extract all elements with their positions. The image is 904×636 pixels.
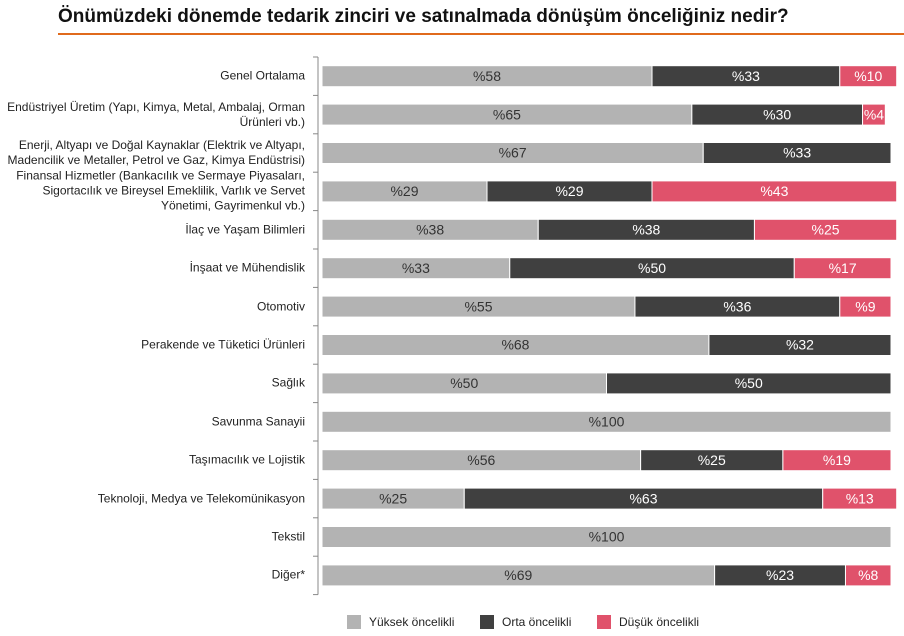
value-label: %9 [855, 298, 875, 314]
value-label: %50 [735, 375, 763, 391]
value-label: %32 [786, 337, 814, 353]
value-label: %33 [732, 68, 760, 84]
category-label: Tekstil [271, 529, 305, 544]
value-label: %38 [632, 222, 660, 238]
category-label: Diğer* [271, 567, 305, 582]
category-label: Perakende ve Tüketici Ürünleri [141, 337, 305, 352]
legend-label: Düşük öncelikli [619, 615, 699, 629]
category-label: İnşaat ve Mühendislik [189, 260, 305, 275]
legend-swatch [347, 615, 361, 629]
chart-title: Önümüzdeki dönemde tedarik zinciri ve sa… [58, 6, 789, 27]
bar-segment [862, 103, 886, 126]
bar-segment [651, 180, 898, 203]
value-label: %25 [379, 490, 407, 506]
category-label: Finansal Hizmetler (Bankacılık ve Sermay… [16, 168, 305, 213]
category-label: Genel Ortalama [220, 68, 305, 83]
category-label: Enerji, Altyapı ve Doğal Kaynaklar (Elek… [7, 138, 305, 167]
legend-label: Orta öncelikli [502, 615, 571, 629]
value-label: %19 [823, 452, 851, 468]
bar-segment [606, 372, 892, 395]
value-label: %50 [638, 260, 666, 276]
value-label: %8 [858, 567, 878, 583]
value-label: %33 [783, 145, 811, 161]
category-label: Endüstriyel Üretim (Yapı, Kimya, Metal, … [7, 99, 305, 129]
value-label: %17 [829, 260, 857, 276]
value-label: %67 [499, 145, 527, 161]
value-label: %63 [629, 490, 657, 506]
value-label: %36 [723, 298, 751, 314]
value-label: %25 [698, 452, 726, 468]
value-label: %43 [760, 183, 788, 199]
bar-segment [839, 65, 898, 88]
value-label: %65 [493, 106, 521, 122]
value-label: %23 [766, 567, 794, 583]
value-label: %69 [504, 567, 532, 583]
value-label: %100 [589, 414, 625, 430]
value-label: %56 [467, 452, 495, 468]
legend-swatch [597, 615, 611, 629]
category-label: Sağlık [271, 375, 305, 390]
legend-swatch [480, 615, 494, 629]
category-label: Taşımacılık ve Lojistik [188, 452, 305, 467]
bar-segment [782, 449, 892, 472]
bar-segment [321, 410, 892, 433]
legend-label: Yüksek öncelikli [369, 615, 454, 629]
value-label: %4 [864, 106, 884, 122]
value-label: %38 [416, 222, 444, 238]
value-label: %58 [473, 68, 501, 84]
value-label: %29 [390, 183, 418, 199]
bar-segment [822, 487, 898, 510]
bar-segment [793, 257, 892, 280]
value-label: %50 [450, 375, 478, 391]
bar-segment [321, 526, 892, 548]
category-label: Teknoloji, Medya ve Telekomünikasyon [97, 491, 305, 506]
category-label: Otomotiv [256, 299, 305, 314]
value-label: %55 [464, 298, 492, 314]
category-label: İlaç ve Yaşam Bilimleri [185, 222, 305, 237]
bar-segment [702, 142, 892, 164]
value-label: %100 [589, 529, 625, 545]
value-label: %25 [812, 222, 840, 238]
bar-segment [844, 564, 892, 587]
bar-segment [839, 295, 892, 318]
value-label: %30 [763, 106, 791, 122]
value-label: %33 [402, 260, 430, 276]
category-label: Savunma Sanayii [211, 414, 305, 429]
value-label: %68 [501, 337, 529, 353]
value-label: %13 [846, 490, 874, 506]
value-label: %10 [854, 68, 882, 84]
bar-segment [708, 334, 892, 356]
title-rule [58, 33, 904, 35]
value-label: %29 [555, 183, 583, 199]
bar-segment [753, 218, 898, 241]
